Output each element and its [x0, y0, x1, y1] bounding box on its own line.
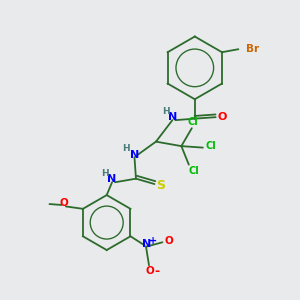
Text: N: N	[142, 239, 151, 249]
Text: +: +	[148, 236, 157, 246]
Text: H: H	[122, 144, 130, 153]
Text: O: O	[218, 112, 227, 122]
Text: N: N	[107, 174, 117, 184]
Text: -: -	[154, 265, 159, 278]
Text: N: N	[168, 112, 177, 122]
Text: O: O	[164, 236, 173, 246]
Text: N: N	[130, 150, 139, 160]
Text: Cl: Cl	[189, 166, 200, 176]
Text: H: H	[162, 107, 169, 116]
Text: Br: Br	[246, 44, 259, 54]
Text: H: H	[101, 169, 108, 178]
Text: S: S	[157, 179, 166, 192]
Text: Cl: Cl	[206, 141, 217, 151]
Text: O: O	[145, 266, 154, 276]
Text: Cl: Cl	[188, 117, 199, 127]
Text: O: O	[59, 199, 68, 208]
